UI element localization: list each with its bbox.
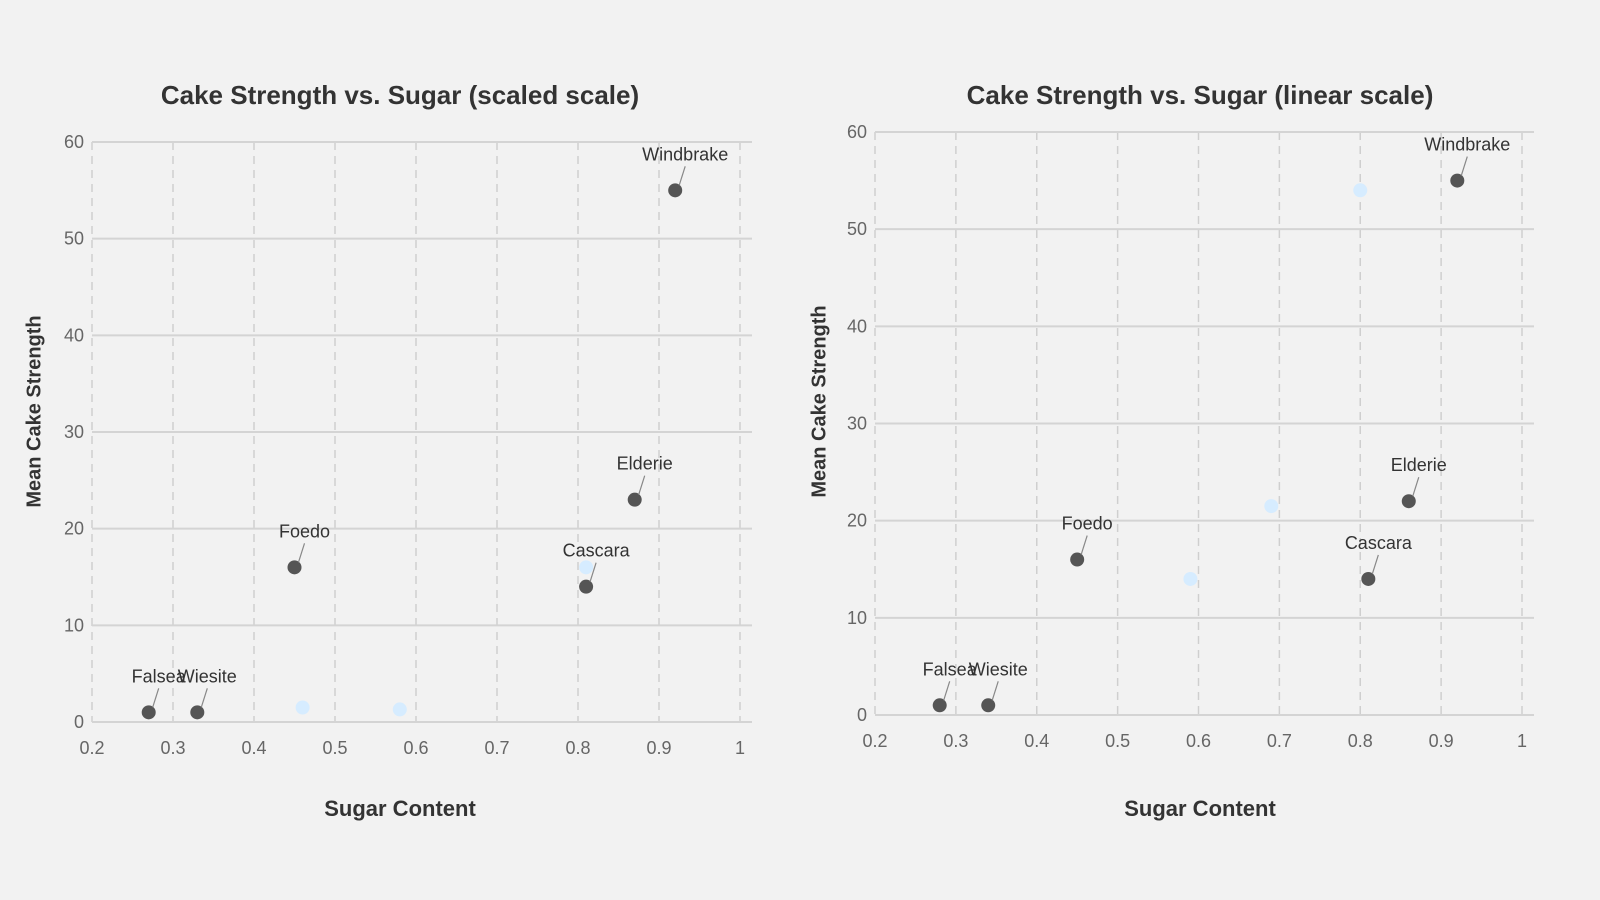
data-point[interactable] [287,560,302,575]
label-leader-line [1371,554,1379,575]
right-chart-panel: Cake Strength vs. Sugar (linear scale) 0… [800,0,1600,900]
right-chart-title: Cake Strength vs. Sugar (linear scale) [966,80,1434,110]
point-label: Cascara [563,541,631,561]
y-tick-label: 0 [74,712,84,732]
left-chart-panel: Cake Strength vs. Sugar (scaled scale) 0… [23,80,752,821]
x-tick-label: 0.4 [1024,731,1049,751]
y-tick-label: 40 [847,316,867,336]
data-point[interactable] [981,698,996,713]
label-leader-line [1080,535,1088,555]
data-point[interactable] [668,183,683,198]
data-point[interactable] [1450,173,1465,188]
x-tick-label: 0.9 [1429,731,1454,751]
data-point[interactable] [932,698,947,713]
data-point[interactable] [1401,494,1416,509]
y-tick-label: 60 [847,122,867,142]
x-tick-label: 0.9 [646,738,671,758]
y-tick-label: 20 [64,519,84,539]
point-label: Foedo [1062,514,1113,534]
x-tick-label: 0.5 [1105,731,1130,751]
label-leader-line [678,166,686,186]
data-point[interactable] [579,579,594,594]
x-tick-label: 0.7 [484,738,509,758]
left-chart-title: Cake Strength vs. Sugar (scaled scale) [160,80,640,110]
point-label: Elderie [617,454,673,474]
x-tick-label: 0.2 [862,731,887,751]
left-scatter-plot: 0.2 0.3 0.4 0.5 0.6 0.7 0.8 0.9 10102030405060Fa… [64,132,752,758]
y-tick-label: 0 [857,705,867,725]
point-label: Falsea [923,659,978,679]
point-label: Wiesite [178,666,237,686]
x-tick-label: 0.4 [241,738,266,758]
x-tick-label: 0.6 [1186,731,1211,751]
x-tick-label: 1 [735,738,745,758]
y-tick-label: 40 [64,325,84,345]
x-tick-label: 0.8 [1348,731,1373,751]
label-leader-line [297,543,306,563]
point-label: Windbrake [642,144,728,164]
left-y-axis-label: Mean Cake Strength [23,315,46,508]
y-tick-label: 20 [847,511,867,531]
data-point[interactable] [627,492,642,507]
label-leader-line [589,562,597,582]
point-label: Wiesite [969,659,1028,679]
label-leader-line [200,688,208,708]
label-leader-line [1412,477,1420,497]
label-leader-line [1460,156,1468,176]
data-point[interactable] [190,705,205,720]
x-tick-label: 1 [1517,731,1527,751]
point-label: Falsea [132,666,187,686]
data-point[interactable] [1353,183,1368,198]
data-point[interactable] [1183,571,1198,586]
data-point[interactable] [392,702,407,717]
data-point[interactable] [579,560,594,575]
x-tick-label: 0.2 [79,738,104,758]
y-tick-label: 10 [64,615,84,635]
label-leader-line [638,475,646,495]
point-label: Windbrake [1424,135,1510,155]
point-label: Elderie [1391,455,1447,475]
data-point[interactable] [1070,552,1085,567]
label-leader-line [943,681,951,701]
y-tick-label: 30 [64,422,84,442]
x-tick-label: 0.3 [943,731,968,751]
y-tick-label: 50 [64,229,84,249]
y-tick-label: 50 [847,219,867,239]
y-tick-label: 30 [847,414,867,434]
label-leader-line [152,688,160,708]
right-scatter-plot: 0.2 0.3 0.4 0.5 0.6 0.7 0.8 0.9 10102030405060Fa… [847,122,1534,751]
x-tick-label: 0.6 [403,738,428,758]
y-tick-label: 60 [64,132,84,152]
label-leader-line [991,681,999,701]
y-tick-label: 10 [847,608,867,628]
x-tick-label: 0.5 [322,738,347,758]
x-tick-label: 0.7 [1267,731,1292,751]
x-tick-label: 0.8 [565,738,590,758]
data-point[interactable] [295,700,310,715]
data-point[interactable] [141,705,156,720]
x-tick-label: 0.3 [160,738,185,758]
right-y-axis-label: Mean Cake Strength [808,305,831,498]
point-label: Cascara [1345,533,1413,553]
data-point[interactable] [1361,571,1376,586]
left-x-axis-label: Sugar Content [324,796,476,821]
point-label: Foedo [279,521,330,541]
data-point[interactable] [1264,499,1279,514]
right-x-axis-label: Sugar Content [1124,796,1276,821]
